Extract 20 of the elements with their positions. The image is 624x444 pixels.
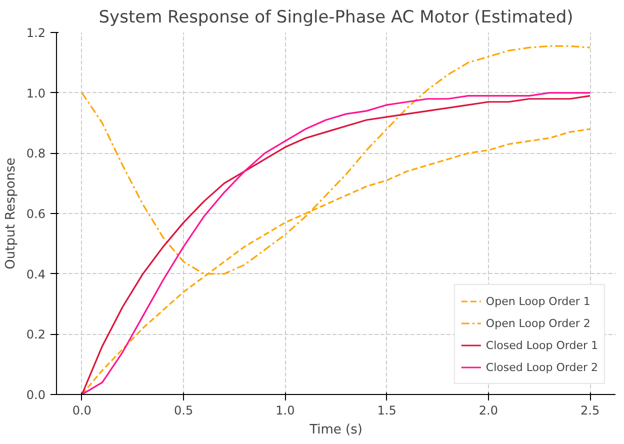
y-tick-label: 0.0 [26, 388, 46, 402]
x-tick-label: 0.5 [174, 404, 194, 418]
x-tick-label: 0.0 [72, 404, 92, 418]
x-tick-label: 2.0 [478, 404, 498, 418]
y-tick-label: 0.2 [26, 328, 46, 342]
legend-label: Closed Loop Order 2 [486, 360, 598, 374]
legend-label: Open Loop Order 1 [486, 294, 590, 308]
x-tick-label: 1.5 [377, 404, 396, 418]
x-tick-label: 1.0 [276, 404, 295, 418]
y-tick-label: 0.4 [26, 267, 46, 282]
legend-label: Open Loop Order 2 [486, 316, 590, 330]
y-tick-label: 1.2 [26, 26, 46, 40]
legend-label: Closed Loop Order 1 [486, 338, 598, 352]
y-tick-label: 0.8 [26, 146, 46, 161]
x-axis-title: Time (s) [308, 422, 362, 438]
chart-title: System Response of Single-Phase AC Motor (Estimated) [98, 8, 574, 28]
y-tick-label: 0.6 [26, 207, 46, 221]
x-tick-label: 2.5 [580, 404, 600, 418]
y-tick-label: 1.0 [26, 86, 46, 100]
y-axis-title: Output Response [3, 158, 18, 270]
